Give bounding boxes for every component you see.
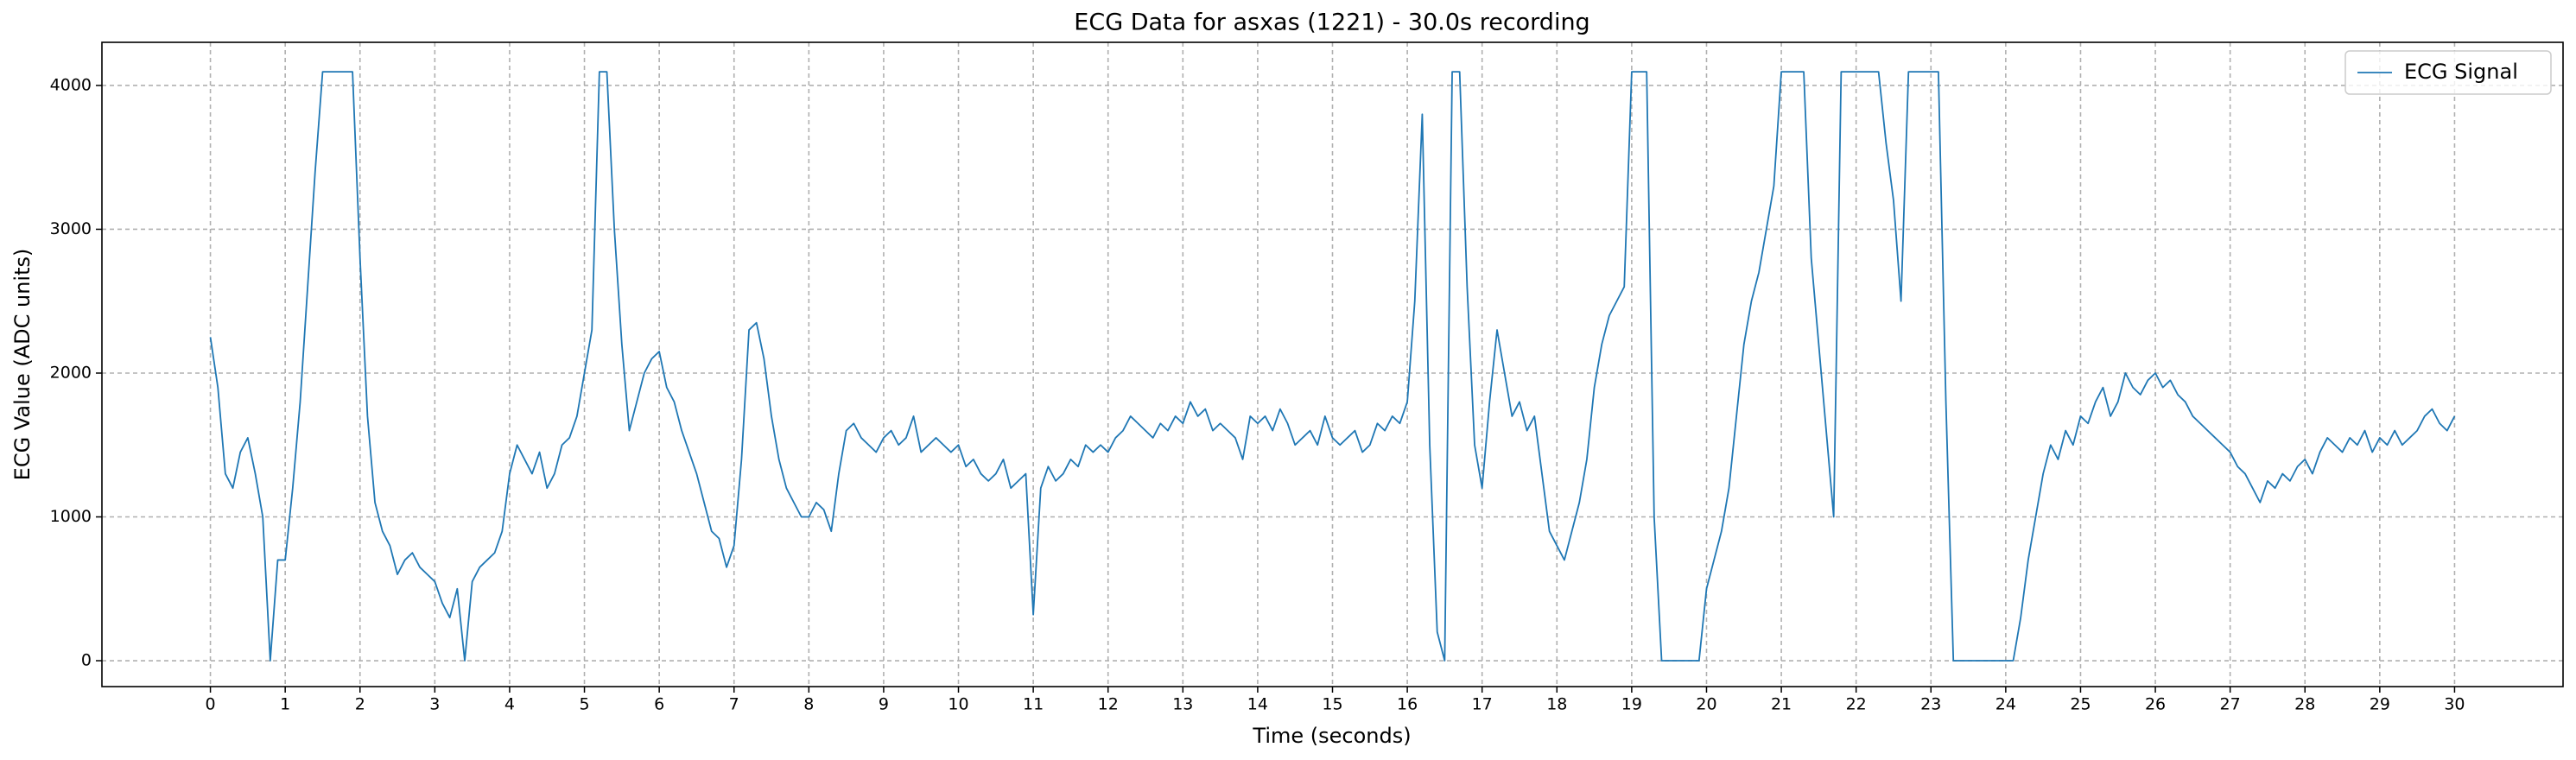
x-tick-label: 2 — [355, 695, 365, 714]
x-tick-label: 6 — [654, 695, 664, 714]
y-tick-label: 4000 — [50, 75, 92, 94]
x-tick-label: 25 — [2070, 695, 2091, 714]
x-tick-label: 10 — [948, 695, 968, 714]
x-tick-label: 0 — [206, 695, 216, 714]
x-tick-label: 18 — [1546, 695, 1567, 714]
x-tick-label: 29 — [2370, 695, 2390, 714]
legend-box — [2344, 50, 2552, 95]
x-tick-label: 26 — [2145, 695, 2166, 714]
x-tick-label: 7 — [729, 695, 739, 714]
x-tick-label: 27 — [2220, 695, 2241, 714]
x-tick-label: 22 — [1846, 695, 1867, 714]
plot-frame — [101, 41, 2564, 687]
y-tick-label: 2000 — [50, 363, 92, 382]
y-axis-label: ECG Value (ADC units) — [10, 249, 35, 481]
x-tick-label: 15 — [1322, 695, 1342, 714]
x-tick-label: 17 — [1472, 695, 1493, 714]
x-tick-label: 9 — [879, 695, 889, 714]
x-tick-label: 24 — [1995, 695, 2016, 714]
ecg-line — [209, 71, 2456, 662]
x-tick-label: 20 — [1696, 695, 1716, 714]
x-tick-label: 1 — [280, 695, 290, 714]
x-tick-label: 30 — [2444, 695, 2465, 714]
x-tick-label: 4 — [504, 695, 515, 714]
legend-label: ECG Signal — [2404, 60, 2518, 84]
x-tick-label: 12 — [1098, 695, 1119, 714]
x-tick-label: 3 — [429, 695, 440, 714]
y-tick-label: 3000 — [50, 219, 92, 238]
x-tick-label: 28 — [2294, 695, 2315, 714]
x-tick-label: 14 — [1247, 695, 1268, 714]
chart-title: ECG Data for asxas (1221) - 30.0s record… — [1074, 10, 1589, 36]
x-tick-label: 5 — [579, 695, 589, 714]
x-tick-label: 8 — [803, 695, 814, 714]
x-tick-label: 23 — [1920, 695, 1941, 714]
x-axis-label: Time (seconds) — [1252, 724, 1411, 748]
legend: ECG Signal — [2344, 50, 2552, 95]
x-tick-label: 16 — [1397, 695, 1418, 714]
x-tick-label: 19 — [1621, 695, 1642, 714]
x-tick-label: 13 — [1172, 695, 1193, 714]
x-tick-label: 21 — [1771, 695, 1792, 714]
y-tick-label: 1000 — [50, 507, 92, 526]
y-tick-label: 0 — [81, 651, 92, 670]
x-tick-label: 11 — [1023, 695, 1044, 714]
